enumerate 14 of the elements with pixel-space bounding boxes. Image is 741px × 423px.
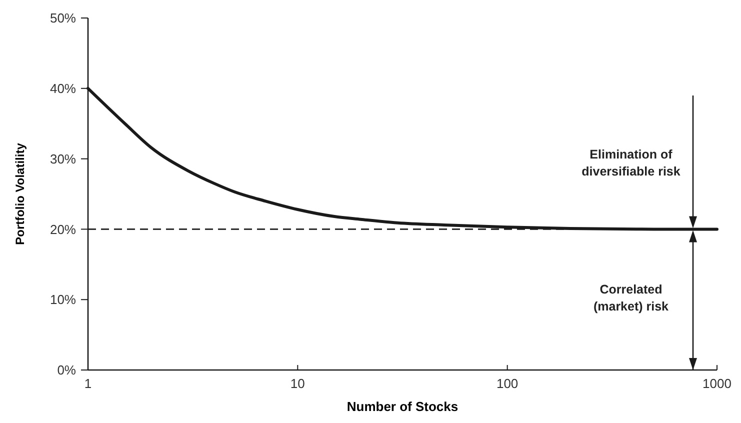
y-tick-label: 0% <box>57 362 76 378</box>
y-axis-title: Portfolio Volatility <box>13 142 27 245</box>
y-tick-label: 40% <box>50 80 76 96</box>
annotation: Correlated (market) risk <box>593 282 669 314</box>
annotation: Elimination of diversifiable risk <box>582 147 680 178</box>
x-tick-label: 1000 <box>702 376 732 391</box>
y-tick-label: 30% <box>50 151 76 166</box>
x-tick-label: 10 <box>290 376 305 391</box>
x-axis-title: Number of Stocks <box>346 399 458 414</box>
y-tick-label: 50% <box>50 10 76 26</box>
x-tick-label: 1 <box>84 376 92 391</box>
y-tick-label: 10% <box>50 292 76 308</box>
x-tick-label: 100 <box>496 376 518 391</box>
y-tick-label: 20% <box>50 222 76 237</box>
